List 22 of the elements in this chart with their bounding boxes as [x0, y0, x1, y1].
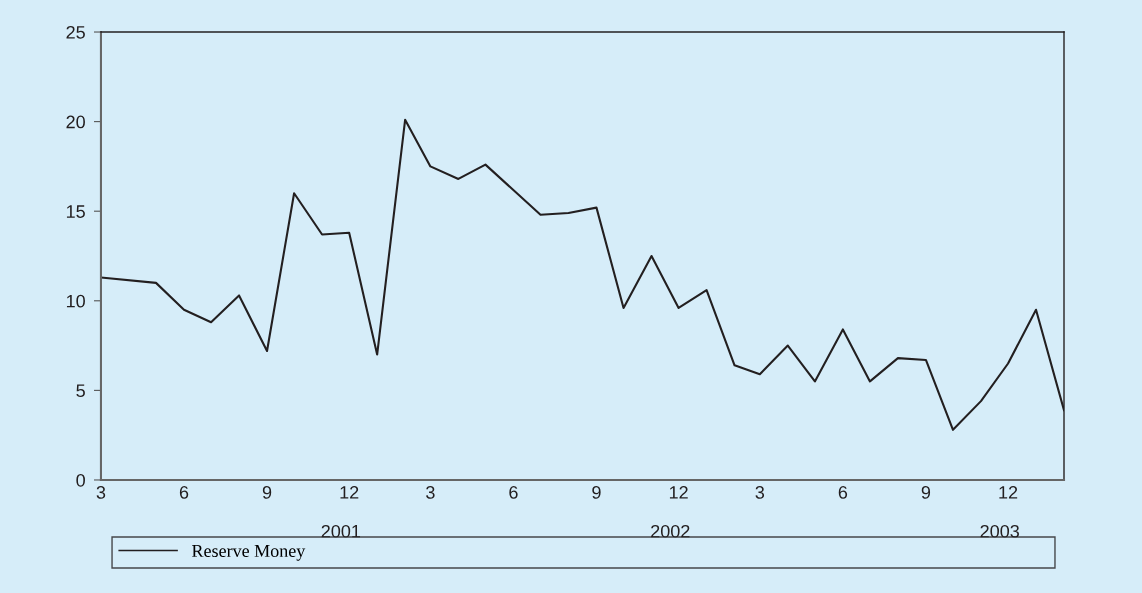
x-tick-label: 12	[999, 486, 1018, 499]
text: 2003	[980, 524, 1019, 538]
y-tick-label: 5	[76, 384, 85, 398]
y-tick-label: 15	[66, 205, 85, 218]
x-tick-label: 6	[179, 486, 189, 499]
x-tick-label: 6	[838, 486, 848, 499]
x-tick-label: 9	[592, 486, 601, 499]
y-tick-label: 10	[66, 294, 85, 308]
x-tick-label: 6	[509, 486, 518, 499]
x-tick-label: 9	[262, 486, 272, 499]
text: 2001	[321, 524, 361, 538]
legend-label: Reserve Money	[192, 545, 306, 561]
x-tick-label: 12	[669, 486, 688, 499]
x-tick-label: 3	[96, 486, 106, 499]
x-tick-label: 3	[426, 486, 435, 499]
y-tick-label: 0	[76, 473, 85, 487]
text: 2002	[651, 524, 690, 538]
x-tick-label: 3	[755, 486, 765, 499]
x-tick-label: 12	[340, 486, 359, 499]
y-tick-label: 20	[66, 115, 85, 129]
x-tick-label: 9	[921, 486, 931, 499]
y-tick-label: 25	[66, 25, 85, 39]
